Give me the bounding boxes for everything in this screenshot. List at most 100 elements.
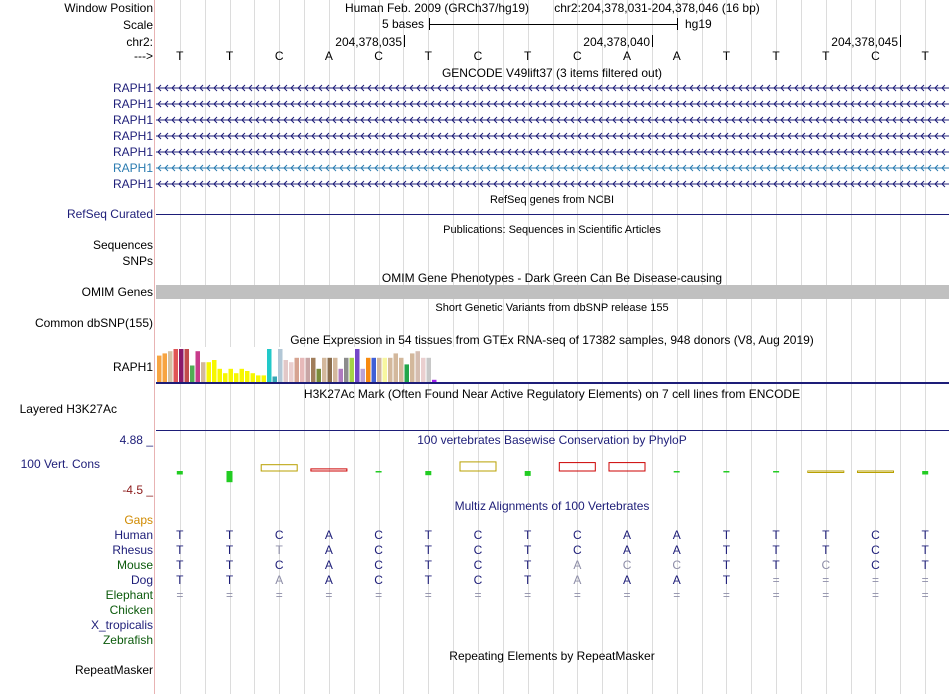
dbsnp-track-title[interactable]: Short Genetic Variants from dbSNP releas… <box>435 302 669 314</box>
species-label[interactable]: Zebrafish <box>102 633 153 647</box>
strand-arrow <box>409 116 414 124</box>
strand-arrow <box>759 148 764 156</box>
gencode-transcript-line[interactable] <box>156 116 949 124</box>
base-letter: T <box>176 49 184 63</box>
gencode-transcript-label[interactable]: RAPH1 <box>112 81 153 95</box>
snps-label[interactable]: SNPs <box>122 254 153 268</box>
strand-arrow <box>696 84 701 92</box>
phylop-track-title[interactable]: 100 vertebrates Basewise Conservation by… <box>417 433 687 447</box>
gtex-bar-chart[interactable] <box>156 347 949 385</box>
gaps-label[interactable]: Gaps <box>124 513 153 527</box>
gencode-transcript-label[interactable]: RAPH1 <box>112 97 153 111</box>
gencode-transcript-line[interactable] <box>156 84 949 92</box>
strand-arrow <box>388 84 393 92</box>
gtex-tissue-bar <box>327 357 332 382</box>
strand-arrow <box>710 148 715 156</box>
h3k27ac-track-title[interactable]: H3K27Ac Mark (Often Found Near Active Re… <box>303 387 801 401</box>
strand-arrow <box>472 84 477 92</box>
strand-arrow <box>185 116 190 124</box>
strand-arrow <box>822 164 827 172</box>
species-label[interactable]: X_tropicalis <box>90 618 153 632</box>
region-title[interactable]: chr2:204,378,031-204,378,046 (16 bp) <box>554 1 760 15</box>
strand-arrow <box>836 148 841 156</box>
gencode-transcript-line[interactable] <box>156 148 949 156</box>
gencode-transcript-line[interactable] <box>156 132 949 140</box>
grid-line <box>925 0 927 694</box>
gencode-transcript-line[interactable] <box>156 100 949 108</box>
strand-arrow <box>654 148 659 156</box>
species-label[interactable]: Mouse <box>116 558 153 572</box>
phylop-plot[interactable] <box>156 440 949 496</box>
publications-track-title[interactable]: Publications: Sequences in Scientific Ar… <box>443 224 661 236</box>
repeatmasker-track-title[interactable]: Repeating Elements by RepeatMasker <box>449 649 655 663</box>
strand-arrow <box>577 84 582 92</box>
strand-arrow <box>773 100 778 108</box>
strand-arrow <box>339 84 344 92</box>
strand-arrow <box>857 164 862 172</box>
strand-arrow <box>878 164 883 172</box>
strand-arrow <box>318 148 323 156</box>
multiz-track-title[interactable]: Multiz Alignments of 100 Vertebrates <box>454 499 650 513</box>
species-label[interactable]: Dog <box>130 573 153 587</box>
species-label[interactable]: Rhesus <box>112 543 153 557</box>
alignment-base: C <box>871 543 880 557</box>
h3k27ac-label[interactable]: Layered H3K27Ac <box>19 402 117 416</box>
sequences-label[interactable]: Sequences <box>92 238 153 252</box>
gencode-transcript-label[interactable]: RAPH1 <box>112 161 153 175</box>
strand-arrow <box>472 132 477 140</box>
base-letter: A <box>623 49 632 63</box>
refseq-track-title[interactable]: RefSeq genes from NCBI <box>489 194 615 206</box>
gtex-tissue-bar <box>195 351 200 382</box>
strand-arrow <box>871 116 876 124</box>
strand-arrow <box>801 132 806 140</box>
strand-arrow <box>899 164 904 172</box>
species-label[interactable]: Elephant <box>105 588 153 602</box>
strand-arrow <box>654 84 659 92</box>
strand-arrow <box>374 132 379 140</box>
gencode-transcript-line[interactable] <box>156 164 949 172</box>
gencode-transcript-line[interactable] <box>156 180 949 188</box>
strand-arrow <box>290 148 295 156</box>
gencode-transcript-label[interactable]: RAPH1 <box>112 145 153 159</box>
strand-arrow <box>696 180 701 188</box>
strand-arrow <box>871 84 876 92</box>
strand-arrow <box>500 148 505 156</box>
gtex-gene-label[interactable]: RAPH1 <box>112 360 153 374</box>
strand-arrow <box>619 180 624 188</box>
strand-arrow <box>619 116 624 124</box>
strand-arrow <box>283 116 288 124</box>
gencode-transcript-label[interactable]: RAPH1 <box>112 177 153 191</box>
strand-arrow <box>318 100 323 108</box>
strand-arrow <box>528 180 533 188</box>
strand-arrow <box>801 180 806 188</box>
strand-arrow <box>675 164 680 172</box>
cons-track-label[interactable]: 100 Vert. Cons <box>20 457 100 471</box>
strand-arrow <box>458 116 463 124</box>
gtex-tissue-bar <box>338 368 343 382</box>
species-label[interactable]: Chicken <box>109 603 153 617</box>
strand-arrow <box>612 132 617 140</box>
dbsnp-label[interactable]: Common dbSNP(155) <box>34 316 153 330</box>
repeatmasker-label[interactable]: RepeatMasker <box>74 663 153 677</box>
strand-arrow <box>325 180 330 188</box>
gtex-track-title[interactable]: Gene Expression in 54 tissues from GTEx … <box>290 333 814 347</box>
phylop-score-mark <box>922 471 929 475</box>
species-label[interactable]: Human <box>114 528 153 542</box>
omim-gene-bar[interactable] <box>156 285 949 299</box>
refseq-label[interactable]: RefSeq Curated <box>66 207 153 221</box>
omim-label[interactable]: OMIM Genes <box>81 285 153 299</box>
strand-arrow <box>311 180 316 188</box>
omim-track-title[interactable]: OMIM Gene Phenotypes - Dark Green Can Be… <box>381 271 723 285</box>
gencode-track-title[interactable]: GENCODE V49lift37 (3 items filtered out) <box>441 66 663 80</box>
strand-arrow <box>241 180 246 188</box>
strand-arrow <box>514 132 519 140</box>
refseq-gene-line[interactable] <box>156 214 949 215</box>
gencode-transcript-label[interactable]: RAPH1 <box>112 113 153 127</box>
alignment-base: = <box>772 573 780 587</box>
strand-arrow <box>766 180 771 188</box>
gencode-transcript-label[interactable]: RAPH1 <box>112 129 153 143</box>
strand-arrow <box>395 132 400 140</box>
phylop-score-mark <box>310 468 348 472</box>
strand-arrow <box>423 148 428 156</box>
strand-arrow <box>269 116 274 124</box>
